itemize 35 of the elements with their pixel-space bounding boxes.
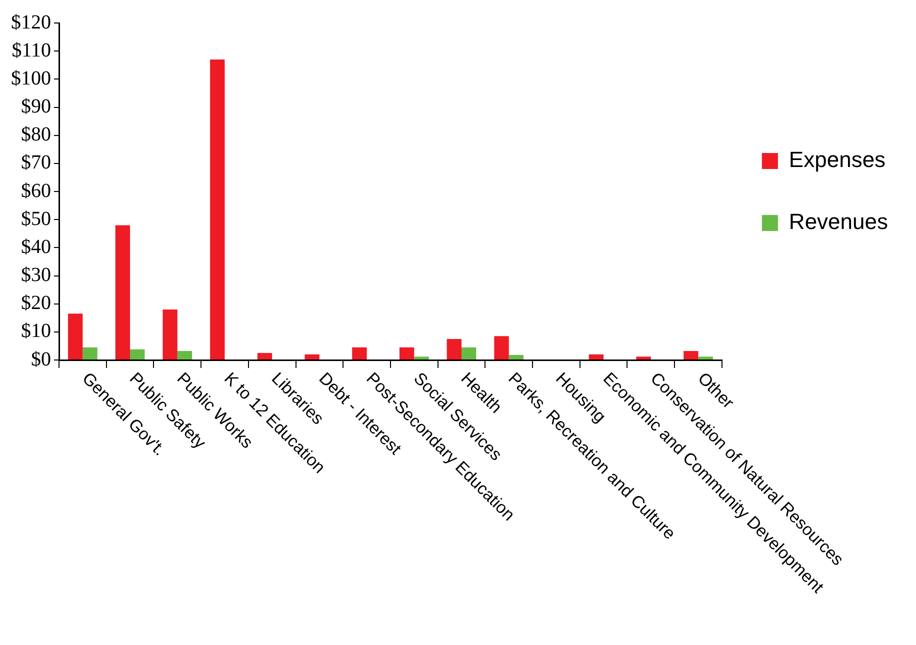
bar [636,356,651,360]
bar [588,354,604,360]
bar [698,356,713,360]
bar [177,351,192,360]
y-tick-label: $20 [21,292,51,314]
bar [684,351,698,360]
bar [82,347,98,360]
y-tick-label: $50 [21,208,51,230]
bar [446,338,462,360]
bar [461,347,476,360]
y-tick-label: $60 [21,180,51,202]
legend-label: Revenues [788,209,888,234]
y-tick-label: $40 [21,236,51,258]
y-tick-label: $10 [21,320,51,342]
y-tick-label: $110 [12,39,51,62]
bar [304,354,320,360]
y-tick-label: $90 [21,96,51,118]
bar [115,225,130,360]
y-tick-label: $80 [21,124,51,146]
bar [210,60,225,360]
bar [68,314,83,360]
bar [414,356,429,360]
bar [399,347,414,360]
legend-label: Expenses [788,147,886,172]
y-tick-label: $30 [21,264,51,286]
bar [257,352,272,360]
bar [494,336,509,360]
bar [130,349,145,360]
bar [508,354,524,360]
y-tick-label: $70 [21,152,51,174]
y-tick-label: $120 [11,11,51,34]
bar [162,309,178,360]
y-tick-label: $0 [31,348,51,370]
y-tick-label: $100 [11,67,51,90]
bar [352,347,367,360]
